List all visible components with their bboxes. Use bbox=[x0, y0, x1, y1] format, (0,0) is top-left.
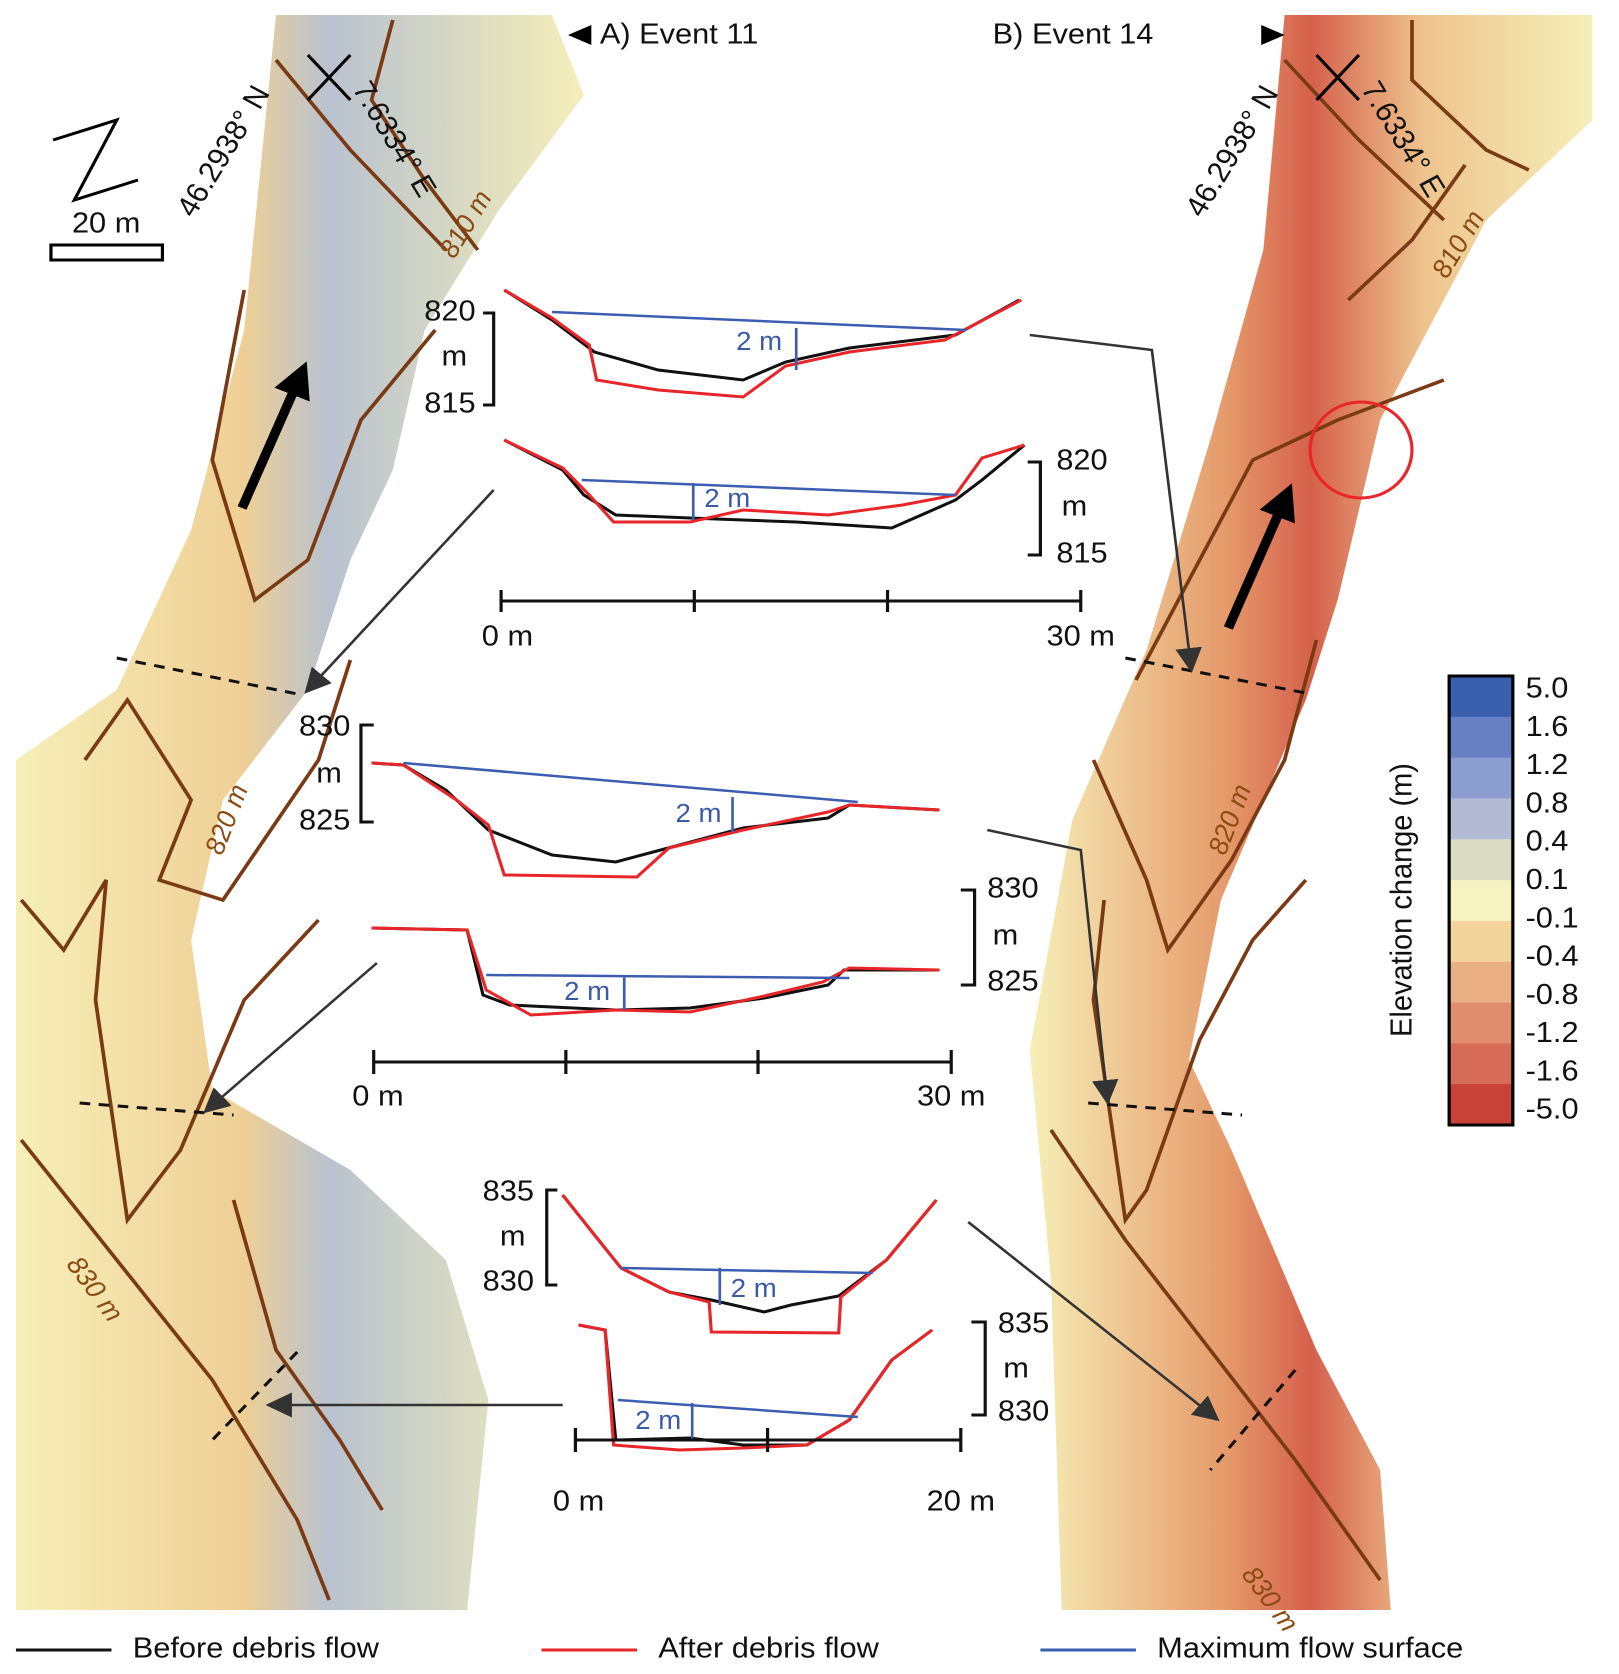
highlight-circle bbox=[1308, 400, 1414, 500]
colorbar-label: -1.2 bbox=[1526, 1017, 1579, 1049]
colorbar-frame bbox=[1447, 674, 1515, 1127]
x-label: 30 m bbox=[917, 1080, 985, 1112]
cross-section-line bbox=[1125, 656, 1307, 695]
cross-section-line bbox=[79, 1101, 234, 1117]
colorbar-label: 0.4 bbox=[1526, 826, 1569, 858]
y-label: 830 bbox=[987, 872, 1038, 904]
coordinate-cross bbox=[1315, 54, 1361, 101]
y-label: 820 bbox=[424, 295, 475, 327]
x-label: 20 m bbox=[927, 1485, 995, 1517]
y-label: 815 bbox=[424, 387, 475, 419]
cross-section-line bbox=[211, 1350, 299, 1442]
y-label: 820 bbox=[1056, 444, 1107, 476]
title-triangle bbox=[1261, 25, 1285, 45]
colorbar: 5.0 1.6 1.2 0.8 0.4 0.1 -0.1 -0.4 -0.8 -1.2 -1.6 -5… bbox=[1447, 672, 1579, 1127]
depth-label: 2 m bbox=[635, 1406, 681, 1435]
colorbar-band bbox=[1449, 798, 1513, 840]
y-label: m bbox=[1062, 490, 1088, 522]
depth-label: 2 m bbox=[676, 799, 722, 828]
colorbar-band bbox=[1449, 757, 1513, 799]
y-label: m bbox=[441, 340, 467, 372]
colorbar-label: 0.1 bbox=[1526, 864, 1569, 896]
legend: Before debris flow After debris flow Maxim… bbox=[15, 1632, 1463, 1664]
colorbar-label: 5.0 bbox=[1526, 672, 1569, 704]
colorbar-band bbox=[1449, 920, 1513, 963]
colorbar-label: -1.6 bbox=[1526, 1055, 1579, 1087]
y-label: 830 bbox=[483, 1265, 534, 1297]
depth-label: 2 m bbox=[731, 1274, 777, 1303]
profile-group: 2 m 835 m 830 2 m 835 m 830 0 m 20 m bbox=[483, 1175, 1050, 1517]
y-label: m bbox=[993, 919, 1019, 951]
colorbar-band bbox=[1449, 1002, 1513, 1044]
depth-label: 2 m bbox=[736, 327, 782, 356]
title-triangle bbox=[567, 25, 592, 45]
y-label: 825 bbox=[987, 965, 1038, 997]
colorbar-label: 1.2 bbox=[1526, 749, 1569, 781]
coordinate-cross bbox=[306, 54, 352, 101]
flow-arrow bbox=[237, 361, 310, 510]
y-label: 835 bbox=[483, 1175, 534, 1207]
y-label: m bbox=[1003, 1352, 1029, 1384]
cross-section-line bbox=[1088, 1101, 1243, 1117]
profile-group: 2 m 820 m 815 2 m 820 m 815 0 m 30 m bbox=[424, 288, 1115, 652]
x-label: 0 m bbox=[352, 1080, 403, 1112]
y-label: m bbox=[500, 1220, 526, 1252]
scale-bar-label: 20 m bbox=[72, 207, 140, 239]
y-label: 835 bbox=[998, 1307, 1049, 1339]
colorbar-label: -0.4 bbox=[1526, 940, 1579, 972]
legend-label: Maximum flow surface bbox=[1157, 1632, 1463, 1664]
colorbar-label: 1.6 bbox=[1526, 711, 1569, 743]
colorbar-band bbox=[1449, 961, 1513, 1004]
panel-title: A) Event 11 bbox=[600, 18, 759, 50]
colorbar-label: -0.1 bbox=[1526, 902, 1579, 934]
legend-label: After debris flow bbox=[658, 1632, 879, 1664]
colorbar-title: Elevation change (m) bbox=[1385, 763, 1419, 1037]
y-label: 815 bbox=[1056, 537, 1107, 569]
colorbar-band bbox=[1449, 839, 1513, 881]
x-label: 0 m bbox=[553, 1485, 604, 1517]
colorbar-band bbox=[1449, 1043, 1513, 1085]
x-label: 0 m bbox=[482, 620, 533, 652]
north-arrow bbox=[52, 117, 139, 203]
cross-section-line bbox=[1209, 1369, 1297, 1471]
colorbar-band bbox=[1449, 716, 1513, 759]
y-label: 825 bbox=[299, 804, 350, 836]
depth-label: 2 m bbox=[704, 484, 750, 513]
panel-title: B) Event 14 bbox=[993, 18, 1154, 50]
y-label: 830 bbox=[998, 1395, 1049, 1427]
cross-section-line bbox=[116, 656, 303, 697]
depth-label: 2 m bbox=[564, 977, 610, 1006]
colorbar-band bbox=[1449, 880, 1513, 922]
y-label: m bbox=[316, 757, 342, 789]
colorbar-label: 0.8 bbox=[1526, 787, 1569, 819]
scale-bar bbox=[49, 243, 165, 262]
colorbar-label: -5.0 bbox=[1526, 1093, 1579, 1125]
x-label: 30 m bbox=[1047, 620, 1115, 652]
legend-label: Before debris flow bbox=[133, 1632, 380, 1664]
colorbar-label: -0.8 bbox=[1526, 979, 1579, 1011]
y-label: 830 bbox=[299, 710, 350, 742]
profile-group: 2 m 830 m 825 2 m 830 m 825 0 m 30 m bbox=[299, 710, 1039, 1112]
colorbar-band bbox=[1449, 1084, 1513, 1126]
colorbar-band bbox=[1449, 676, 1513, 718]
flow-arrow bbox=[1223, 483, 1295, 630]
